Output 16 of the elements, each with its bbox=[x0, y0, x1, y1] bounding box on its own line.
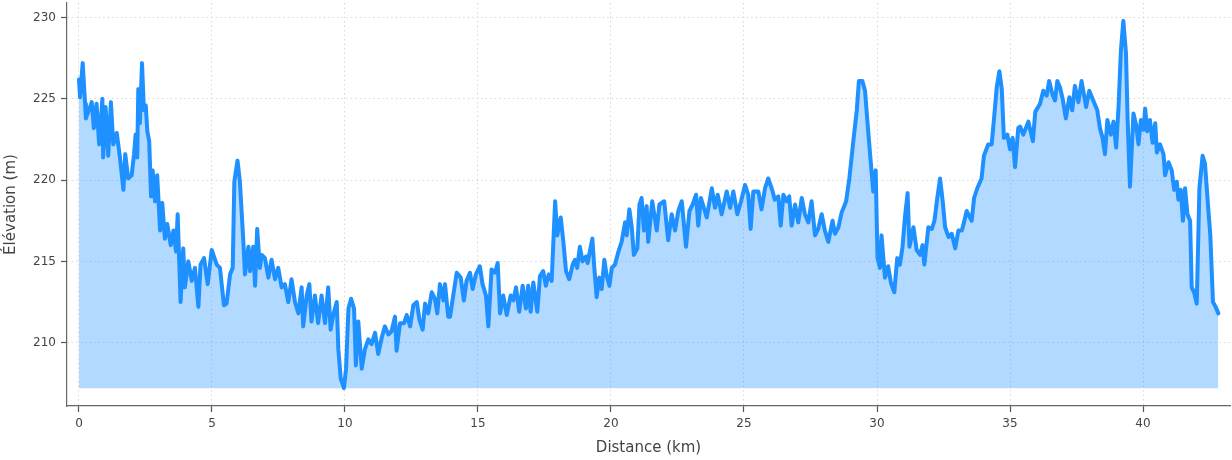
y-tick-label: 230 bbox=[33, 9, 56, 24]
x-tick-label: 5 bbox=[208, 416, 216, 431]
x-tick-label: 20 bbox=[603, 416, 619, 431]
x-tick-label: 25 bbox=[736, 416, 752, 431]
y-tick-label: 210 bbox=[33, 334, 56, 349]
x-tick-label: 10 bbox=[337, 416, 353, 431]
y-tick-label: 215 bbox=[33, 253, 56, 268]
y-tick-label: 225 bbox=[33, 91, 56, 105]
x-tick-label: 35 bbox=[1002, 416, 1018, 431]
x-axis-title: Distance (km) bbox=[595, 437, 702, 456]
x-tick-label: 15 bbox=[470, 416, 486, 431]
y-axis-title: Élévation (m) bbox=[0, 154, 19, 255]
x-tick-label: 30 bbox=[869, 416, 885, 431]
y-tick-label: 220 bbox=[33, 172, 56, 187]
x-tick-label: 40 bbox=[1135, 416, 1151, 431]
x-tick-label: 0 bbox=[75, 416, 83, 431]
